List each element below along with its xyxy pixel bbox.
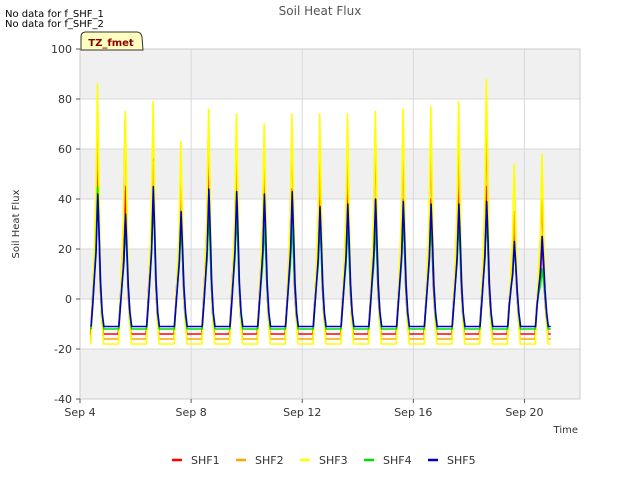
- legend-label-shf3: SHF3: [319, 454, 348, 467]
- band: [80, 249, 580, 299]
- plot-area: [80, 49, 580, 399]
- chart-title: Soil Heat Flux: [279, 4, 362, 18]
- x-tick-label: Sep 8: [175, 406, 206, 419]
- no-data-note-2: No data for f_SHF_2: [5, 19, 104, 30]
- legend-label-shf4: SHF4: [383, 454, 412, 467]
- x-axis-label: Time: [553, 425, 578, 436]
- x-tick-label: Sep 20: [505, 406, 543, 419]
- y-tick-label: 0: [65, 293, 72, 306]
- background-bands: [80, 49, 580, 399]
- y-tick-label: 80: [58, 93, 72, 106]
- y-axis-label: Soil Heat Flux: [11, 189, 22, 258]
- band: [80, 349, 580, 399]
- plot-border: [79, 48, 581, 400]
- y-tick-label: 100: [51, 43, 72, 56]
- y-axis: -40 -20 0 20 40 60 80 100: [51, 43, 80, 406]
- tz-badge: TZ_fmet: [80, 31, 144, 51]
- x-axis: Sep 4 Sep 8 Sep 12 Sep 16 Sep 20: [64, 399, 544, 419]
- y-tick-label: 20: [58, 243, 72, 256]
- y-tick-label: -40: [54, 393, 72, 406]
- series-lines: [89, 78, 551, 345]
- x-tick-label: Sep 4: [64, 406, 95, 419]
- no-data-note-1: No data for f_SHF_1: [5, 9, 104, 20]
- band: [80, 149, 580, 199]
- y-tick-label: 40: [58, 193, 72, 206]
- tz-badge-label: TZ_fmet: [88, 38, 134, 49]
- y-tick-label: -20: [54, 343, 72, 356]
- legend-label-shf5: SHF5: [447, 454, 476, 467]
- legend-label-shf2: SHF2: [255, 454, 284, 467]
- legend-label-shf1: SHF1: [191, 454, 220, 467]
- x-tick-label: Sep 12: [283, 406, 321, 419]
- y-tick-label: 60: [58, 143, 72, 156]
- x-tick-label: Sep 16: [394, 406, 432, 419]
- band: [80, 49, 580, 99]
- legend: SHF1 SHF2 SHF3 SHF4 SHF5: [172, 454, 476, 467]
- series-line-shf5: [90, 185, 551, 328]
